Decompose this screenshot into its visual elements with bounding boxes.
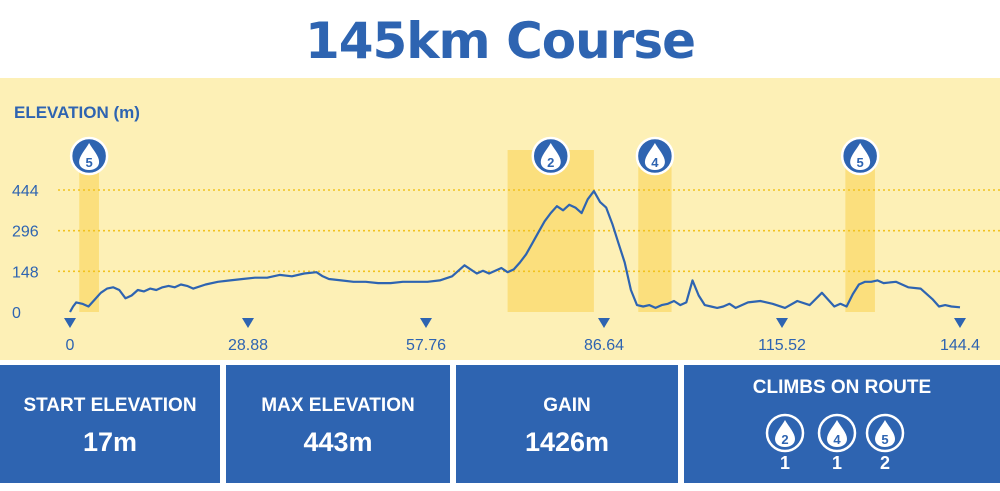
gain-panel: GAIN 1426m [456, 365, 678, 483]
climbs-panel: CLIMBS ON ROUTE 2 1 4 1 5 2 [684, 365, 1000, 483]
mountain-drop-icon: 2 [531, 136, 570, 176]
climb-count: 2 [879, 453, 890, 473]
x-tick-label: 0 [66, 337, 75, 354]
mountain-drop-icon: 4 [817, 413, 857, 453]
climb-count: 1 [831, 453, 842, 473]
climb-category-label: 2 [781, 432, 788, 447]
y-tick-label: 148 [12, 264, 39, 281]
climb-band-category: 4 [651, 155, 659, 170]
max-elevation-value: 443m [303, 427, 373, 457]
climb-category-label: 5 [881, 432, 888, 447]
y-tick-label: 444 [12, 183, 39, 200]
y-tick-label: 0 [12, 305, 21, 322]
x-tick-label: 115.52 [758, 337, 806, 354]
y-tick-label: 296 [12, 224, 39, 241]
elevation-chart: 0 148 296 444 0 28.88 57.76 86.64 115.52 144.4 5… [12, 103, 1000, 354]
start-elevation-label: START ELEVATION [23, 395, 197, 416]
climb-band-category: 5 [857, 155, 864, 170]
mountain-drop-icon: 4 [635, 136, 675, 176]
climb-item-cat-2: 2 1 [763, 413, 807, 475]
max-elevation-panel: MAX ELEVATION 443m [226, 365, 450, 483]
y-axis-label: ELEVATION (m) [14, 103, 140, 122]
gain-label: GAIN [543, 395, 591, 416]
mountain-drop-icon: 2 [765, 413, 805, 453]
x-tick-label: 144.4 [940, 337, 980, 354]
gain-value: 1426m [524, 427, 610, 457]
climb-item-cat-4: 4 1 [815, 413, 859, 475]
climb-item-cat-5: 5 2 [863, 413, 907, 475]
climb-count: 1 [779, 453, 790, 473]
start-elevation-value: 17m [82, 427, 138, 457]
triangle-down-icon [64, 318, 76, 328]
climb-band-category: 5 [85, 155, 92, 170]
triangle-down-icon [420, 318, 432, 328]
start-elevation-panel: START ELEVATION 17m [0, 365, 220, 483]
elevation-line [69, 190, 961, 313]
x-tick-label: 57.76 [406, 337, 446, 354]
triangle-down-icon [954, 318, 966, 328]
climb-band-category: 2 [547, 155, 554, 170]
x-tick-label: 86.64 [584, 337, 624, 354]
x-tick-label: 28.88 [228, 337, 268, 354]
triangle-down-icon [776, 318, 788, 328]
mountain-drop-icon: 5 [840, 136, 880, 176]
climbs-label: CLIMBS ON ROUTE [752, 377, 932, 398]
mountain-drop-icon: 5 [69, 136, 109, 176]
triangle-down-icon [242, 318, 254, 328]
mountain-drop-icon: 5 [865, 413, 905, 453]
climb-category-label: 4 [833, 432, 841, 447]
page-title: 145km Course [304, 12, 696, 70]
max-elevation-label: MAX ELEVATION [261, 395, 415, 416]
triangle-down-icon [598, 318, 610, 328]
stats-bar: START ELEVATION 17m MAX ELEVATION 443m G… [0, 365, 1000, 483]
chart-area [0, 78, 1000, 360]
